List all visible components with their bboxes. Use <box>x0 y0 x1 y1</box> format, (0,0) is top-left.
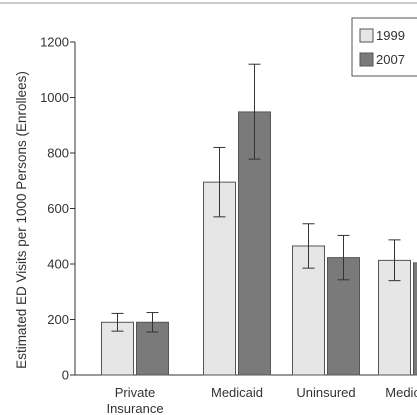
y-tick-label: 200 <box>47 312 69 327</box>
legend-box <box>351 17 417 77</box>
category-label: Medicaid <box>211 385 263 400</box>
category-label: Private <box>115 385 155 400</box>
y-axis-label: Estimated ED Visits per 1000 Persons (En… <box>14 71 29 369</box>
category-label: Medicare <box>385 385 417 400</box>
bar-2007 <box>136 321 169 376</box>
y-tick-label: 600 <box>47 201 69 216</box>
legend-swatch-2007 <box>359 52 374 67</box>
bars <box>101 111 417 376</box>
legend-swatch-1999 <box>359 28 374 43</box>
y-tick-label: 1000 <box>40 90 69 105</box>
category-label: Uninsured <box>296 385 355 400</box>
legend-label: 2007 <box>376 52 405 67</box>
error-bars <box>111 63 401 333</box>
y-tick-label: 400 <box>47 257 69 272</box>
y-tick-label: 1200 <box>40 35 69 50</box>
y-tick-label: 800 <box>47 146 69 161</box>
bar-2007 <box>413 262 417 376</box>
legend-label: 1999 <box>376 28 405 43</box>
legend: 1999 2007 <box>351 17 417 77</box>
y-tick-label: 0 <box>62 368 69 383</box>
category-label: Insurance <box>106 401 163 415</box>
